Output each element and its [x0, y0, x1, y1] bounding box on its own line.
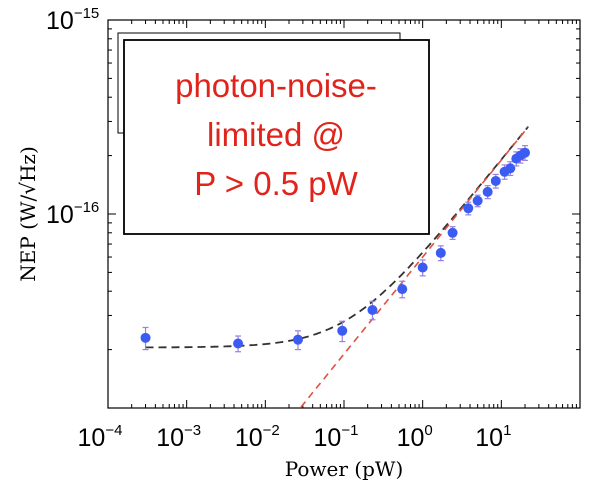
x-tick-label: 10−1	[314, 422, 359, 452]
annotation-line-3: P > 0.5 pW	[194, 165, 358, 202]
data-point	[463, 203, 474, 214]
annotation-line-1: photon-noise-	[175, 67, 377, 104]
data-point	[337, 325, 348, 336]
total-noise-fit-line	[145, 126, 529, 349]
data-points	[140, 145, 531, 353]
data-point	[397, 284, 408, 295]
data-point	[417, 262, 428, 273]
photon-noise-fit-line	[300, 126, 529, 408]
y-axis-label: NEP (W/√Hz)	[16, 146, 40, 282]
x-tick-label: 10−3	[156, 422, 201, 452]
x-axis-ticks	[107, 20, 577, 408]
data-point	[140, 332, 151, 343]
annotation-box	[123, 39, 430, 235]
y-axis-tick-labels: 10−15 10−16	[46, 5, 99, 229]
x-tick-label: 10−4	[78, 422, 123, 452]
data-point	[520, 147, 531, 158]
y-tick-label: 10−16	[46, 199, 99, 229]
x-axis-label: Power (pW)	[285, 457, 404, 481]
x-tick-label: 100	[397, 422, 433, 452]
annotation-line-2: limited @	[207, 116, 345, 153]
data-point	[472, 195, 483, 206]
data-point	[482, 186, 493, 197]
data-point	[490, 175, 501, 186]
y-axis-ticks	[108, 28, 580, 409]
data-point	[505, 163, 516, 174]
data-point	[292, 334, 303, 345]
x-tick-label: 101	[475, 422, 511, 452]
data-point	[367, 305, 378, 316]
x-tick-label: 10−2	[235, 422, 280, 452]
x-axis-tick-labels: 10−4 10−3 10−2 10−1 100 101	[78, 422, 512, 452]
data-point	[435, 247, 446, 258]
data-point	[447, 227, 458, 238]
data-point	[233, 338, 244, 349]
y-tick-label: 10−15	[46, 5, 99, 35]
